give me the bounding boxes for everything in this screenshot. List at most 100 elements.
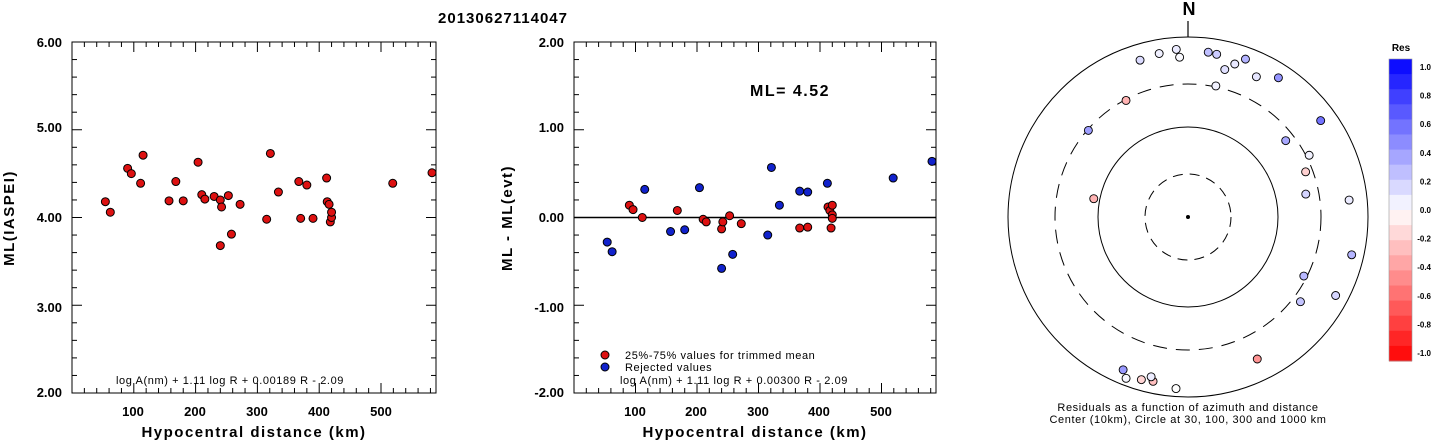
x-axis-label: Hypocentral distance (km) bbox=[642, 424, 867, 441]
legend-label-rejected: Rejected values bbox=[625, 362, 712, 374]
polar-caption-line2: Center (10km), Circle at 30, 100, 300 an… bbox=[1049, 414, 1326, 426]
data-point bbox=[193, 157, 203, 167]
data-point bbox=[1295, 297, 1305, 307]
data-point bbox=[1146, 372, 1156, 382]
data-point bbox=[100, 197, 110, 207]
data-point bbox=[296, 213, 306, 223]
legend-marker-trimmed bbox=[600, 350, 610, 360]
ytick-label: 0.00 bbox=[539, 210, 564, 225]
legend-marker-rejected bbox=[600, 362, 610, 372]
colorbar-cell bbox=[1389, 240, 1412, 256]
data-points bbox=[1083, 44, 1357, 394]
ytick-label: 2.00 bbox=[539, 35, 564, 50]
data-point bbox=[427, 168, 437, 178]
data-point bbox=[1212, 49, 1222, 59]
colorbar-frame bbox=[1388, 58, 1413, 362]
colorbar-tick-label: -0.6 bbox=[1417, 292, 1431, 301]
data-point bbox=[322, 173, 332, 183]
data-point bbox=[607, 247, 617, 257]
data-point bbox=[265, 148, 275, 158]
data-point bbox=[763, 230, 773, 240]
ytick-label: 6.00 bbox=[37, 35, 62, 50]
colorbar-cell bbox=[1389, 164, 1412, 181]
azimuth-panel: N Residuals as a function of azimuth and… bbox=[1007, 0, 1369, 426]
data-point bbox=[803, 222, 813, 232]
data-point bbox=[822, 178, 832, 188]
figure-title: 20130627114047 bbox=[438, 10, 568, 27]
xtick-label: 100 bbox=[624, 404, 646, 419]
data-point bbox=[774, 200, 784, 210]
y-axis-label: ML - ML(evt) bbox=[499, 165, 516, 271]
data-point bbox=[1301, 189, 1311, 199]
colorbar-cell bbox=[1389, 149, 1412, 166]
data-point bbox=[1203, 47, 1213, 57]
ring-1000km bbox=[1007, 36, 1369, 398]
data-point bbox=[1252, 354, 1262, 364]
colorbar-cell bbox=[1389, 74, 1412, 90]
colorbar-tick-label: 1.0 bbox=[1420, 63, 1432, 72]
data-point bbox=[827, 200, 837, 210]
north-label: N bbox=[1183, 0, 1196, 19]
xtick-label: 100 bbox=[122, 404, 144, 419]
data-point bbox=[602, 237, 612, 247]
data-point bbox=[1220, 65, 1230, 74]
colorbar-tick-label: -0.8 bbox=[1417, 320, 1431, 329]
data-point bbox=[200, 194, 210, 204]
colorbar-tick-label: 0.8 bbox=[1420, 92, 1432, 101]
ytick-label: -1.00 bbox=[534, 300, 564, 315]
data-point bbox=[388, 178, 398, 188]
data-point bbox=[826, 223, 836, 233]
data-point bbox=[701, 217, 711, 227]
colorbar-tick-label: 0.4 bbox=[1420, 149, 1432, 158]
xtick-label: 300 bbox=[747, 404, 769, 419]
data-point bbox=[1347, 250, 1357, 260]
xtick-label: 200 bbox=[184, 404, 206, 419]
formula-text: log A(nm) + 1.11 log R + 0.00300 R - 2.0… bbox=[620, 375, 848, 387]
colorbar-cell bbox=[1389, 104, 1412, 120]
ytick-label: -2.00 bbox=[534, 385, 564, 400]
formula-text: log A(nm) + 1.11 log R + 0.00189 R - 2.0… bbox=[116, 375, 344, 387]
data-point bbox=[226, 229, 236, 239]
residual-panel: -2.00 -1.00 0.00 1.00 2.00 100 200 300 4… bbox=[499, 35, 937, 441]
data-point bbox=[1083, 125, 1093, 135]
xtick-label: 500 bbox=[370, 404, 392, 419]
data-point bbox=[327, 207, 337, 217]
data-point bbox=[1135, 55, 1145, 65]
data-point bbox=[136, 178, 146, 188]
data-point bbox=[273, 187, 283, 197]
ytick-label: 3.00 bbox=[37, 300, 62, 315]
data-point bbox=[680, 225, 690, 235]
colorbar-cell bbox=[1389, 89, 1412, 105]
colorbar-cell bbox=[1389, 345, 1412, 362]
data-point bbox=[1121, 96, 1131, 105]
data-point bbox=[1331, 291, 1341, 300]
data-point bbox=[171, 177, 181, 187]
colorbar-cell bbox=[1389, 59, 1412, 75]
xtick-label: 200 bbox=[685, 404, 707, 419]
colorbar-cell bbox=[1389, 255, 1412, 271]
data-point bbox=[795, 223, 805, 233]
colorbar-tick-label: 0.0 bbox=[1420, 206, 1432, 215]
colorbar-cell bbox=[1389, 330, 1412, 347]
polar-caption-line1: Residuals as a function of azimuth and d… bbox=[1057, 402, 1318, 414]
colorbar-labels: 1.0 0.8 0.6 0.4 0.2 0.0 -0.2 -0.4 -0.6 -0.8 -1.0 bbox=[1417, 63, 1431, 358]
data-point bbox=[1273, 73, 1283, 83]
data-point bbox=[766, 162, 776, 172]
data-point bbox=[718, 217, 728, 227]
data-point bbox=[803, 187, 813, 197]
data-point bbox=[105, 207, 115, 217]
data-point bbox=[1304, 150, 1314, 160]
data-point bbox=[717, 263, 727, 273]
data-point bbox=[1241, 54, 1250, 64]
data-point bbox=[640, 184, 650, 194]
data-point bbox=[223, 191, 233, 201]
data-point bbox=[1316, 116, 1326, 126]
ytick-label: 4.00 bbox=[37, 210, 62, 225]
data-point bbox=[324, 199, 334, 209]
ytick-label: 5.00 bbox=[37, 120, 62, 135]
ytick-label: 2.00 bbox=[37, 385, 62, 400]
colorbar-tick-label: -0.4 bbox=[1417, 263, 1431, 272]
data-point bbox=[694, 183, 704, 193]
data-points bbox=[602, 156, 937, 273]
